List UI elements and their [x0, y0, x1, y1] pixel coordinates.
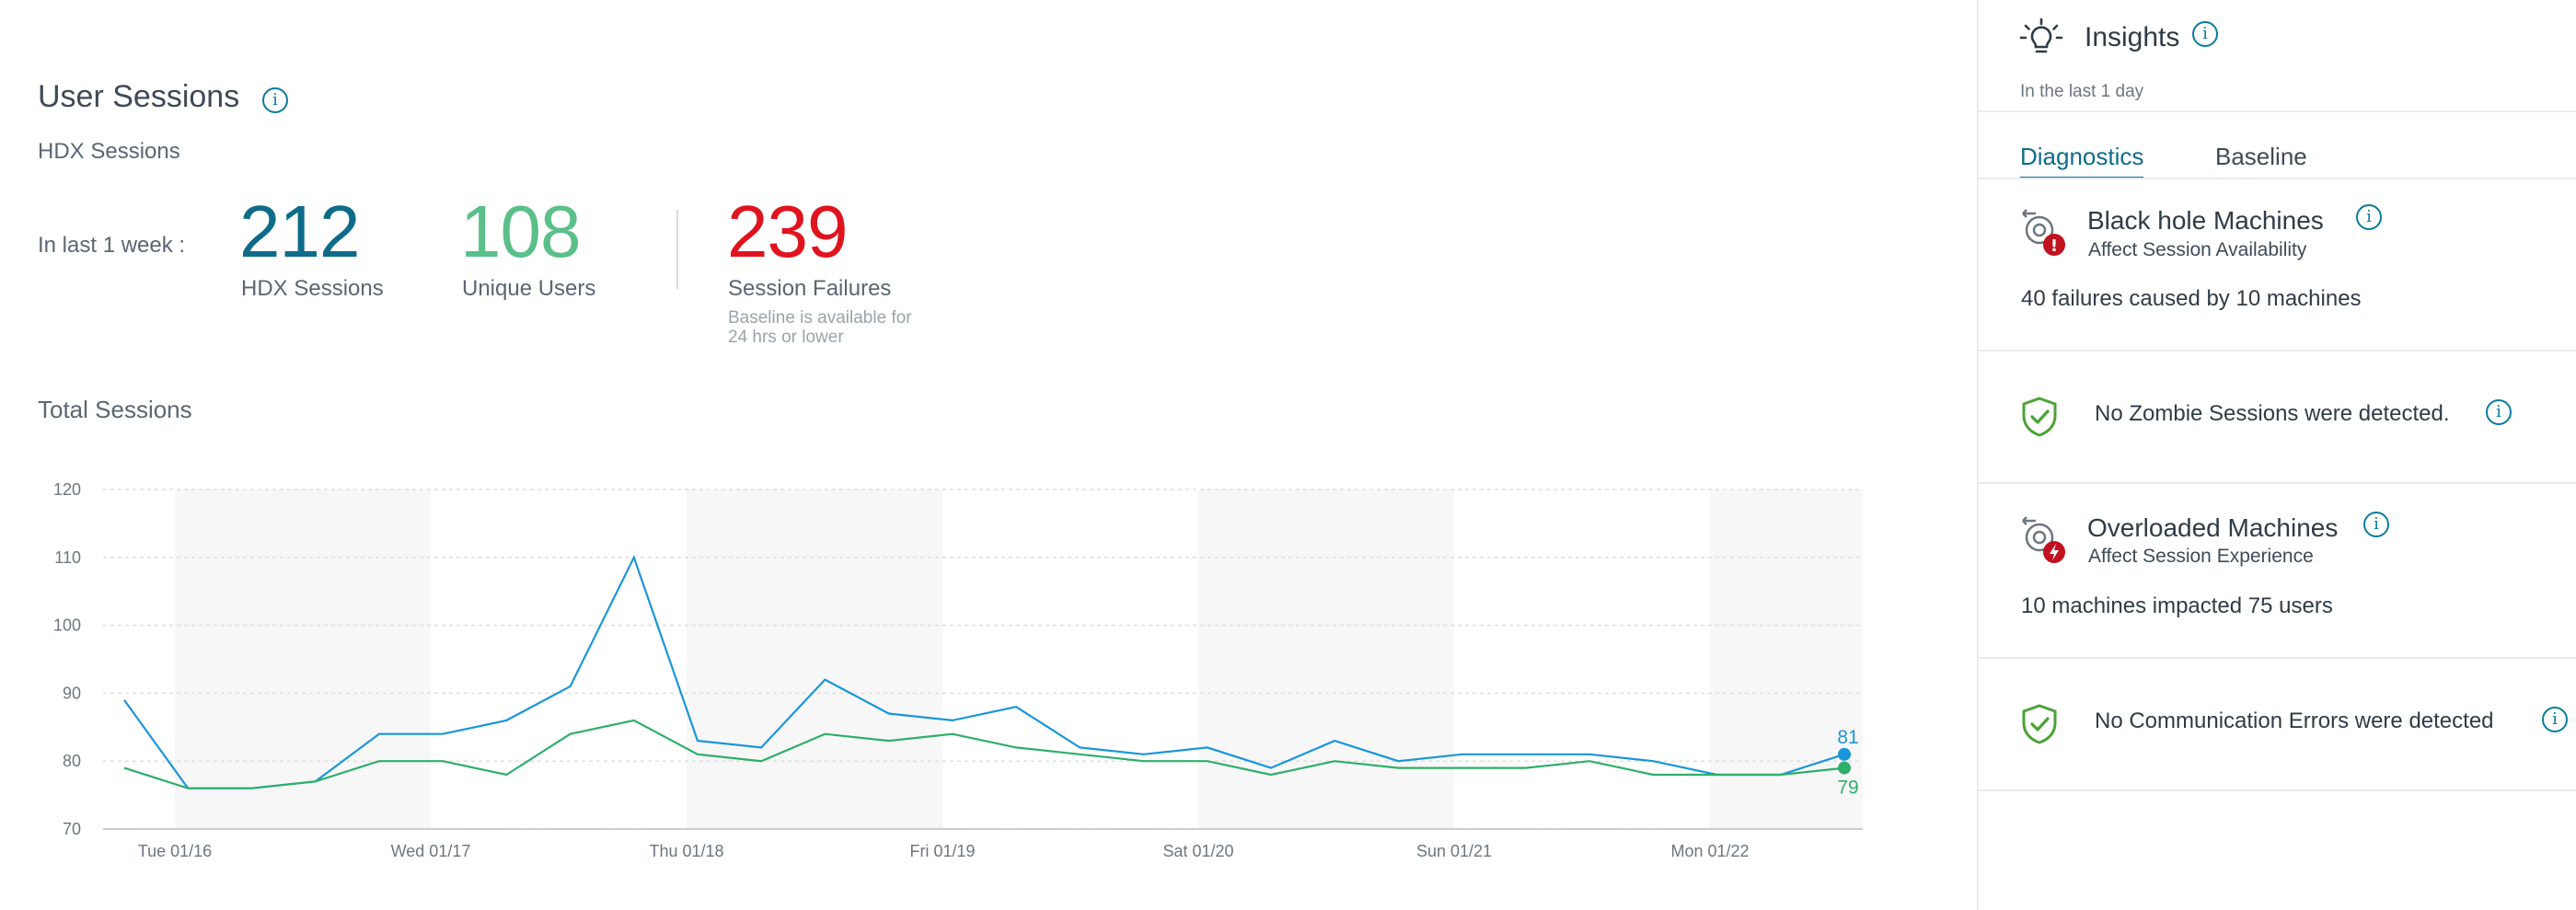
insights-subtitle: In the last 1 day [2020, 82, 2144, 101]
day-band [687, 490, 942, 829]
divider [1979, 110, 2576, 112]
divider [1979, 350, 2576, 351]
info-icon[interactable]: i [2363, 512, 2389, 537]
zombie-sessions-status: No Zombie Sessions were detected. [2095, 401, 2450, 426]
kpi-hdx-sessions-label: HDX Sessions [241, 276, 384, 301]
machine-error-icon: ! [2022, 209, 2065, 256]
y-tick-label: 120 [53, 480, 81, 499]
insights-panel: Insights i In the last 1 day Diagnostics… [1977, 0, 2576, 910]
day-band [175, 490, 431, 829]
total-sessions-title: Total Sessions [38, 396, 192, 423]
shield-check-icon [2022, 397, 2057, 437]
series-end-point [1838, 747, 1851, 761]
shield-check-icon [2022, 704, 2057, 744]
card-title-overloaded[interactable]: Overloaded Machines [2087, 513, 2339, 542]
divider [1979, 482, 2576, 484]
card-body-black-hole[interactable]: 40 failures caused by 10 machines [2021, 286, 2362, 311]
total-sessions-chart[interactable]: 70 80 90 100 110 120 Tue 01/16 Wed 01/17 Thu 01/… [0, 460, 1977, 883]
divider [1979, 657, 2576, 659]
info-icon[interactable]: i [2356, 204, 2382, 230]
y-tick-label: 110 [54, 548, 81, 567]
divider [1979, 178, 2576, 179]
period-label: In last 1 week : [38, 233, 186, 258]
series-end-point [1838, 761, 1851, 775]
kpi-divider [676, 210, 678, 289]
page-title: User Sessions [38, 79, 240, 114]
x-tick-label: Sun 01/21 [1416, 842, 1492, 860]
x-tick-label: Sat 01/20 [1162, 842, 1233, 860]
y-tick-label: 70 [63, 820, 81, 838]
kpi-unique-users-label: Unique Users [462, 276, 596, 301]
series-line [123, 719, 1845, 789]
y-tick-label: 100 [53, 616, 81, 635]
x-tick-label: Thu 01/18 [649, 842, 723, 860]
communication-errors-status: No Communication Errors were detected [2095, 708, 2494, 733]
divider [1979, 789, 2576, 791]
insights-title: Insights [2085, 22, 2180, 52]
info-icon[interactable]: i [262, 87, 288, 113]
x-tick-label: Tue 01/16 [138, 842, 212, 860]
card-subtitle-black-hole: Affect Session Availability [2088, 239, 2307, 260]
card-subtitle-overloaded: Affect Session Experience [2088, 546, 2314, 567]
x-tick-label: Wed 01/17 [391, 842, 471, 860]
series-line [123, 554, 1845, 789]
x-tick-label: Fri 01/19 [909, 842, 975, 860]
y-tick-label: 90 [63, 684, 81, 702]
series-end-label: 79 [1837, 778, 1858, 799]
kpi-hdx-sessions-value[interactable]: 212 [239, 190, 360, 272]
info-icon[interactable]: i [2486, 399, 2512, 425]
user-sessions-main: User Sessions i HDX Sessions In last 1 w… [0, 79, 1977, 883]
machine-overload-icon [2022, 516, 2065, 563]
kpi-session-failures-note: Baseline is available for 24 hrs or lowe… [728, 308, 912, 347]
page-subtitle: HDX Sessions [38, 139, 180, 164]
y-tick-label: 80 [63, 752, 81, 770]
tab-baseline[interactable]: Baseline [2215, 143, 2307, 170]
series-end-label: 81 [1837, 727, 1858, 748]
svg-text:!: ! [2050, 236, 2058, 256]
day-band [1198, 490, 1454, 829]
kpi-session-failures-label: Session Failures [728, 276, 892, 301]
kpi-session-failures-value[interactable]: 239 [727, 190, 848, 272]
x-tick-label: Mon 01/22 [1670, 842, 1749, 860]
card-title-black-hole[interactable]: Black hole Machines [2087, 206, 2324, 235]
info-icon[interactable]: i [2542, 707, 2568, 732]
card-body-overloaded[interactable]: 10 machines impacted 75 users [2021, 593, 2333, 618]
insights-info-icon[interactable]: i [2192, 21, 2218, 47]
kpi-unique-users-value[interactable]: 108 [460, 190, 581, 272]
lightbulb-icon [2019, 17, 2063, 53]
tab-diagnostics[interactable]: Diagnostics [2020, 143, 2144, 179]
